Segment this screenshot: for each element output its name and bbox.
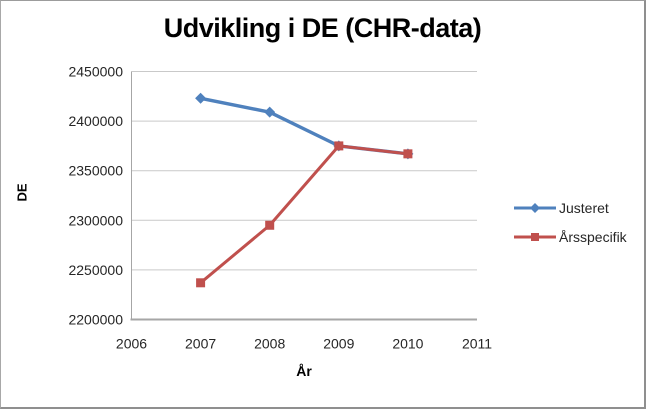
series-line xyxy=(199,144,409,284)
y-tick-label: 2400000 xyxy=(68,113,123,129)
legend-item-justeret: Justeret xyxy=(513,197,627,219)
x-tick-label: 2009 xyxy=(323,336,354,352)
y-tick-label: 2350000 xyxy=(68,163,123,179)
series-line xyxy=(200,96,409,156)
data-point-marker xyxy=(196,278,206,288)
y-tick-label: 2250000 xyxy=(68,262,123,278)
series-rsspecifik xyxy=(196,141,413,288)
y-tick-label: 2450000 xyxy=(68,64,123,80)
x-axis-title: År xyxy=(296,363,312,379)
x-tick-label: 2010 xyxy=(392,336,423,352)
y-axis-title: DE xyxy=(14,183,30,202)
legend-line-diamond-icon xyxy=(514,203,556,213)
legend-line-square-icon xyxy=(514,233,556,241)
x-tick-label: 2007 xyxy=(185,336,216,352)
data-point-marker xyxy=(264,106,276,118)
data-point-marker xyxy=(530,203,540,213)
y-tick-label: 2300000 xyxy=(68,212,123,228)
legend-label: Justeret xyxy=(559,200,609,216)
data-point-marker xyxy=(334,141,344,151)
chart-title: Udvikling i DE (CHR-data) xyxy=(163,13,482,43)
x-tick-label: 2008 xyxy=(254,336,285,352)
x-tick-label: 2011 xyxy=(462,336,492,352)
data-point-marker xyxy=(195,92,207,104)
data-point-marker xyxy=(531,233,539,241)
data-point-marker xyxy=(403,149,413,159)
legend: Justeret Årsspecifik xyxy=(513,197,627,248)
y-tick-label: 2200000 xyxy=(68,312,123,328)
data-point-marker xyxy=(265,220,275,230)
legend-label: Årsspecifik xyxy=(559,229,627,245)
x-tick-label: 2006 xyxy=(116,336,147,352)
legend-item-aarsspecifik: Årsspecifik xyxy=(513,226,627,248)
